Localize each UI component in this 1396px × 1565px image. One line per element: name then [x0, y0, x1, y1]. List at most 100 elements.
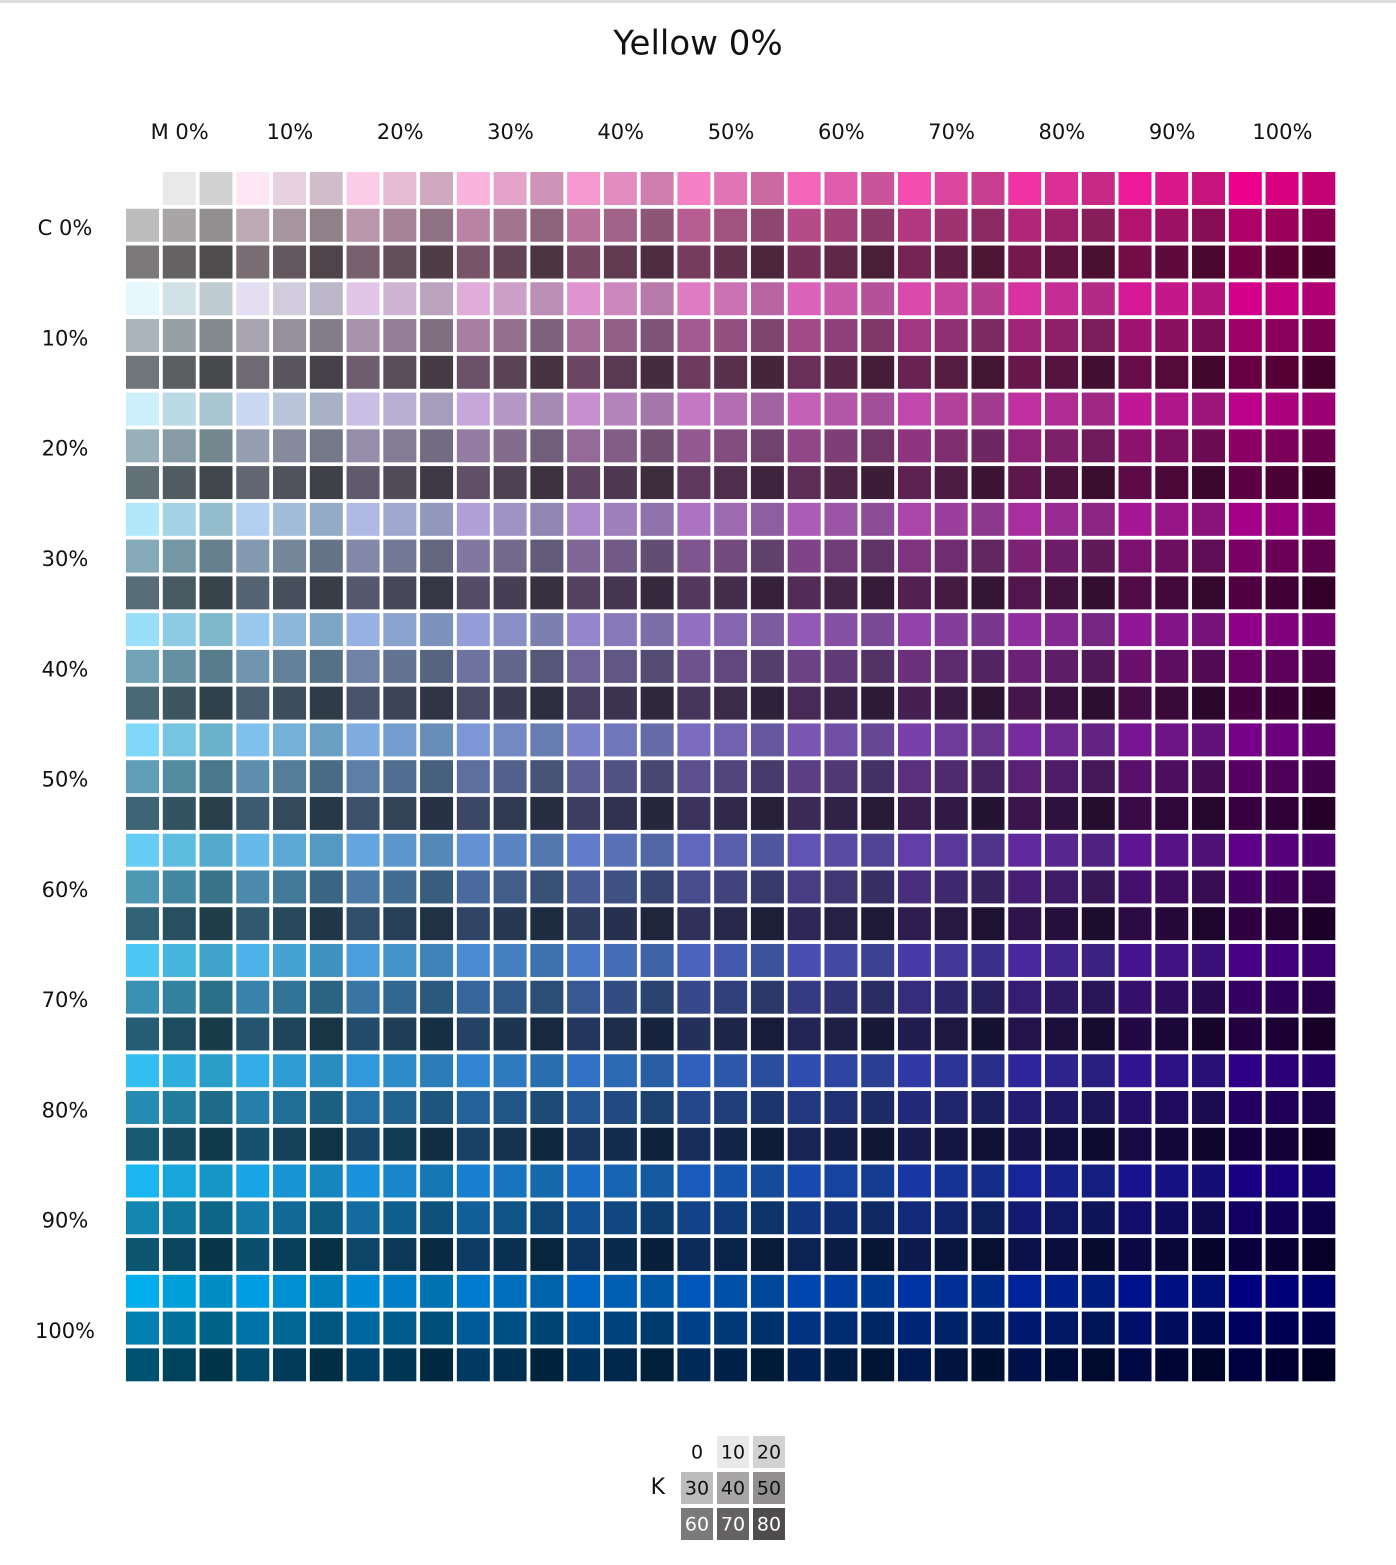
- swatch: [236, 208, 270, 242]
- swatch: [456, 172, 490, 205]
- swatch: [824, 1348, 858, 1382]
- swatch: [824, 870, 858, 904]
- swatch: [861, 429, 895, 463]
- swatch: [861, 686, 895, 720]
- swatch: [126, 1054, 159, 1088]
- swatch: [824, 649, 858, 683]
- swatch: [714, 870, 748, 904]
- swatch: [1008, 429, 1042, 463]
- swatch: [1155, 907, 1189, 941]
- swatch: [677, 723, 711, 757]
- swatch: [677, 1054, 711, 1088]
- swatch: [1155, 319, 1189, 353]
- swatch: [420, 1127, 454, 1161]
- swatch: [971, 392, 1005, 426]
- swatch: [567, 1238, 601, 1272]
- swatch: [714, 1348, 748, 1382]
- swatch: [1155, 870, 1189, 904]
- swatch: [714, 1017, 748, 1051]
- swatch: [934, 355, 968, 389]
- swatch: [162, 319, 196, 353]
- swatch: [787, 1091, 821, 1124]
- swatch: [493, 1017, 527, 1051]
- swatch: [1118, 282, 1152, 316]
- swatch: [126, 796, 159, 830]
- swatch: [603, 466, 637, 500]
- swatch: [861, 833, 895, 867]
- swatch: [897, 686, 931, 720]
- swatch: [1081, 613, 1115, 647]
- swatch: [1228, 1238, 1262, 1272]
- swatch: [236, 1238, 270, 1272]
- swatch: [934, 760, 968, 794]
- swatch: [714, 980, 748, 1014]
- swatch: [714, 539, 748, 573]
- swatch: [677, 907, 711, 941]
- swatch: [640, 355, 674, 389]
- swatch: [1081, 1017, 1115, 1051]
- swatch: [1302, 833, 1336, 867]
- swatch: [383, 245, 417, 279]
- swatch: [456, 833, 490, 867]
- swatch: [861, 392, 895, 426]
- swatch: [1192, 1274, 1226, 1308]
- swatch: [824, 1127, 858, 1161]
- swatch: [934, 1164, 968, 1198]
- swatch: [861, 980, 895, 1014]
- swatch: [383, 392, 417, 426]
- swatch: [420, 613, 454, 647]
- swatch: [750, 539, 784, 573]
- swatch: [199, 1274, 233, 1308]
- swatch: [199, 1311, 233, 1345]
- swatch: [1265, 980, 1299, 1014]
- swatch: [1192, 870, 1226, 904]
- swatch: [273, 907, 307, 941]
- swatch: [934, 576, 968, 610]
- swatch: [126, 539, 159, 573]
- swatch: [824, 466, 858, 500]
- swatch: [1155, 466, 1189, 500]
- swatch: [750, 245, 784, 279]
- swatch: [309, 1091, 343, 1124]
- swatch: [530, 208, 564, 242]
- magenta-label: 60%: [818, 120, 865, 144]
- swatch: [1045, 282, 1078, 316]
- k-value: 20: [757, 1442, 781, 1464]
- swatch: [971, 1054, 1005, 1088]
- swatch: [162, 1164, 196, 1198]
- swatch: [971, 1127, 1005, 1161]
- magenta-label: M 0%: [151, 120, 209, 144]
- swatch: [273, 760, 307, 794]
- swatch: [1155, 539, 1189, 573]
- swatch: [897, 208, 931, 242]
- swatch: [824, 319, 858, 353]
- swatch: [1118, 980, 1152, 1014]
- swatch: [1008, 1201, 1042, 1235]
- swatch: [493, 502, 527, 536]
- swatch: [1302, 1201, 1336, 1235]
- swatch: [750, 355, 784, 389]
- swatch: [1155, 723, 1189, 757]
- swatch: [126, 282, 159, 316]
- swatch: [309, 833, 343, 867]
- swatch: [383, 870, 417, 904]
- swatch: [236, 1201, 270, 1235]
- swatch: [1155, 1054, 1189, 1088]
- swatch: [199, 208, 233, 242]
- swatch: [1265, 1311, 1299, 1345]
- swatch: [897, 613, 931, 647]
- swatch: [787, 1054, 821, 1088]
- swatch: [346, 245, 380, 279]
- swatch: [1045, 613, 1078, 647]
- swatch: [861, 1311, 895, 1345]
- swatch: [456, 392, 490, 426]
- swatch: [273, 392, 307, 426]
- swatch: [934, 907, 968, 941]
- swatch: [346, 319, 380, 353]
- swatch: [162, 1201, 196, 1235]
- swatch: [162, 1274, 196, 1308]
- swatch: [1265, 613, 1299, 647]
- swatch: [1008, 613, 1042, 647]
- swatch: [861, 576, 895, 610]
- swatch: [1118, 319, 1152, 353]
